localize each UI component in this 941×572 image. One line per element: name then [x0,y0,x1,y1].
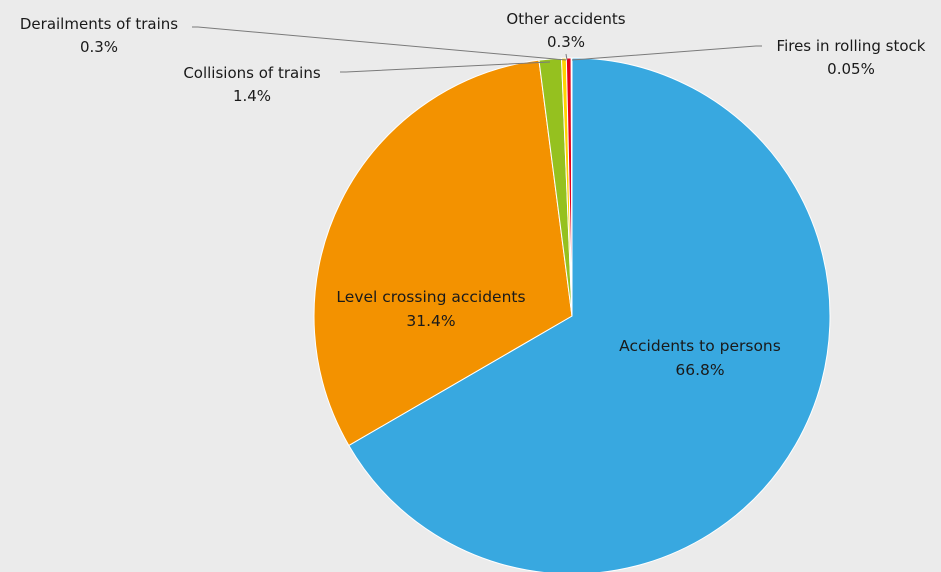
label-collisions-name: Collisions of trains [183,64,321,82]
slice-fires-in-rolling-stock[interactable] [570,57,573,317]
leader-collisions [340,61,551,73]
label-level-crossing-value: 31.4% [406,312,455,330]
label-accidents-to-persons-name: Accidents to persons [619,337,781,355]
leader-derailments [192,26,567,61]
leader-fires [571,45,762,61]
label-accidents-to-persons-value: 66.8% [675,361,724,379]
label-collisions-value: 1.4% [233,87,271,105]
leader-other [565,53,568,61]
label-level-crossing-name: Level crossing accidents [336,288,525,306]
label-other-value: 0.3% [547,33,585,51]
label-fires-value: 0.05% [827,60,875,78]
label-fires-name: Fires in rolling stock [777,37,926,55]
slice-level-crossing-accidents[interactable] [313,59,573,447]
slice-accidents-to-persons[interactable] [348,57,831,572]
label-derailments-value: 0.3% [80,38,118,56]
label-derailments-name: Derailments of trains [20,15,178,33]
label-other-name: Other accidents [506,10,625,28]
